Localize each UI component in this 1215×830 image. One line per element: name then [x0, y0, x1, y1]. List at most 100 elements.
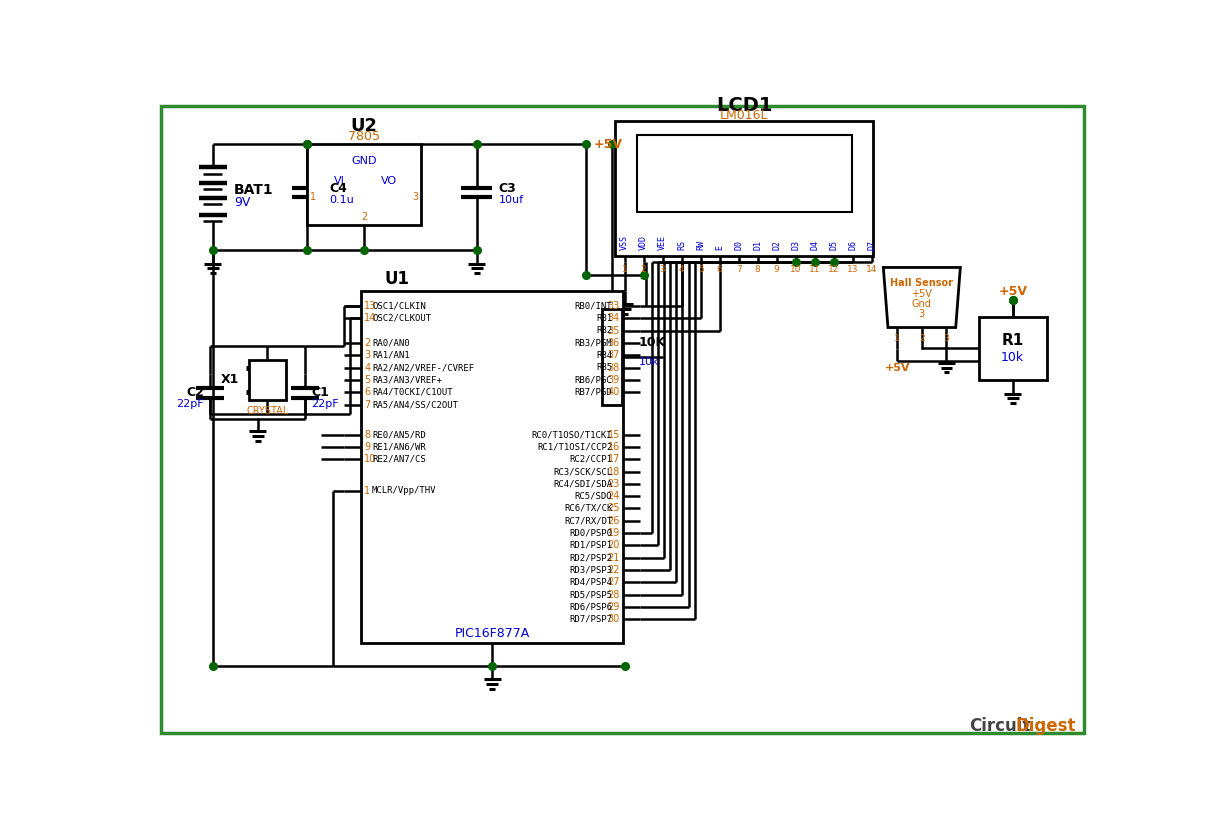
- Text: RD4/PSP4: RD4/PSP4: [570, 578, 612, 587]
- Text: GND: GND: [351, 156, 377, 166]
- Text: 25: 25: [608, 504, 620, 514]
- Text: 40: 40: [608, 388, 620, 398]
- Text: C3: C3: [498, 183, 516, 195]
- Text: RB6/PGC: RB6/PGC: [575, 375, 612, 384]
- Text: VI: VI: [334, 176, 345, 186]
- Text: 2: 2: [361, 212, 367, 222]
- Text: 39: 39: [608, 375, 620, 385]
- Text: RC5/SDO: RC5/SDO: [575, 491, 612, 500]
- Text: 16: 16: [608, 442, 620, 452]
- Bar: [979, 317, 1046, 380]
- Text: 6: 6: [364, 388, 371, 398]
- Text: D1: D1: [753, 240, 762, 250]
- Text: 17: 17: [608, 454, 620, 464]
- Text: RB0/INT: RB0/INT: [575, 301, 612, 310]
- Text: 24: 24: [608, 491, 620, 501]
- Text: 14: 14: [866, 266, 877, 274]
- Bar: [307, 144, 422, 225]
- Text: +5V: +5V: [594, 138, 623, 151]
- Text: RC7/RX/DT: RC7/RX/DT: [564, 516, 612, 525]
- Text: RC0/T1OSO/T1CKI: RC0/T1OSO/T1CKI: [532, 430, 612, 439]
- Text: RC6/TX/CK: RC6/TX/CK: [564, 504, 612, 513]
- Text: 35: 35: [608, 325, 620, 335]
- Bar: [637, 135, 852, 212]
- Text: 10: 10: [364, 454, 377, 464]
- Text: 5: 5: [697, 266, 703, 274]
- Text: RB2: RB2: [597, 326, 612, 335]
- Text: RB5: RB5: [597, 363, 612, 372]
- Text: RA1/AN1: RA1/AN1: [372, 351, 409, 359]
- Bar: [249, 360, 286, 400]
- Text: LM016L: LM016L: [720, 110, 769, 122]
- Text: 3: 3: [660, 266, 666, 274]
- Text: 4: 4: [679, 266, 684, 274]
- Text: 9: 9: [774, 266, 780, 274]
- Text: D4: D4: [810, 240, 819, 250]
- Text: RD6/PSP6: RD6/PSP6: [570, 603, 612, 612]
- Text: 27: 27: [608, 578, 620, 588]
- Text: 36: 36: [608, 338, 620, 348]
- Text: 6: 6: [717, 266, 723, 274]
- Text: 22pF: 22pF: [311, 398, 339, 408]
- Text: 0.1u: 0.1u: [329, 195, 354, 205]
- Text: RA4/T0CKI/C1OUT: RA4/T0CKI/C1OUT: [372, 388, 453, 397]
- Text: RE2/AN7/CS: RE2/AN7/CS: [372, 455, 425, 464]
- Text: OSC2/CLKOUT: OSC2/CLKOUT: [372, 314, 431, 323]
- Text: 2: 2: [919, 334, 925, 343]
- Text: E: E: [716, 245, 724, 250]
- Text: D6: D6: [848, 240, 858, 250]
- Text: 7805: 7805: [349, 130, 380, 143]
- Text: RC4/SDI/SDA: RC4/SDI/SDA: [553, 480, 612, 488]
- Text: X1: X1: [221, 374, 239, 387]
- Text: 21: 21: [608, 553, 620, 563]
- Text: 3: 3: [944, 334, 949, 343]
- Text: RC1/T1OSI/CCP2: RC1/T1OSI/CCP2: [537, 442, 612, 452]
- Text: 22pF: 22pF: [176, 398, 204, 408]
- Bar: [361, 290, 623, 643]
- Text: RD7/PSP7: RD7/PSP7: [570, 615, 612, 624]
- Text: 23: 23: [608, 479, 620, 489]
- Text: VSS: VSS: [620, 235, 629, 250]
- Text: 15: 15: [608, 430, 620, 440]
- Text: Circuit: Circuit: [970, 716, 1032, 735]
- Text: 10uf: 10uf: [498, 195, 524, 205]
- Text: RD5/PSP5: RD5/PSP5: [570, 590, 612, 599]
- Text: 19: 19: [608, 528, 620, 538]
- Text: R1: R1: [1001, 333, 1024, 349]
- Text: RA0/AN0: RA0/AN0: [372, 339, 409, 348]
- Text: 7: 7: [736, 266, 741, 274]
- Text: RD0/PSP0: RD0/PSP0: [570, 529, 612, 538]
- Text: RB1: RB1: [597, 314, 612, 323]
- Text: 22: 22: [608, 565, 620, 575]
- Text: 20: 20: [608, 540, 620, 550]
- Text: 13: 13: [847, 266, 859, 274]
- Text: 29: 29: [608, 602, 620, 612]
- Text: RS: RS: [677, 240, 686, 250]
- Text: 26: 26: [608, 515, 620, 525]
- Text: RA2/AN2/VREF-/CVREF: RA2/AN2/VREF-/CVREF: [372, 363, 474, 372]
- Text: 9: 9: [364, 442, 371, 452]
- Text: 1: 1: [894, 334, 900, 343]
- Text: 28: 28: [608, 589, 620, 600]
- Text: +5V: +5V: [911, 290, 932, 300]
- Text: RA3/AN3/VREF+: RA3/AN3/VREF+: [372, 375, 442, 384]
- Text: RD2/PSP2: RD2/PSP2: [570, 554, 612, 562]
- Text: 1: 1: [311, 192, 317, 202]
- Text: +5V: +5V: [999, 285, 1027, 298]
- Text: 14: 14: [364, 313, 377, 323]
- Text: RB7/PGD: RB7/PGD: [575, 388, 612, 397]
- Text: 38: 38: [608, 363, 620, 373]
- Text: 3: 3: [412, 192, 418, 202]
- Text: RB3/PGM: RB3/PGM: [575, 339, 612, 348]
- Text: 34: 34: [608, 313, 620, 323]
- Text: D7: D7: [868, 240, 876, 250]
- Text: 1: 1: [364, 486, 371, 496]
- Text: VEE: VEE: [659, 235, 667, 250]
- Text: 8: 8: [755, 266, 761, 274]
- Text: +5V: +5V: [885, 364, 910, 374]
- Text: 11: 11: [809, 266, 820, 274]
- Text: 3: 3: [364, 350, 371, 360]
- Text: 3: 3: [919, 310, 925, 320]
- Text: RD3/PSP3: RD3/PSP3: [570, 565, 612, 574]
- Text: RB4: RB4: [597, 351, 612, 359]
